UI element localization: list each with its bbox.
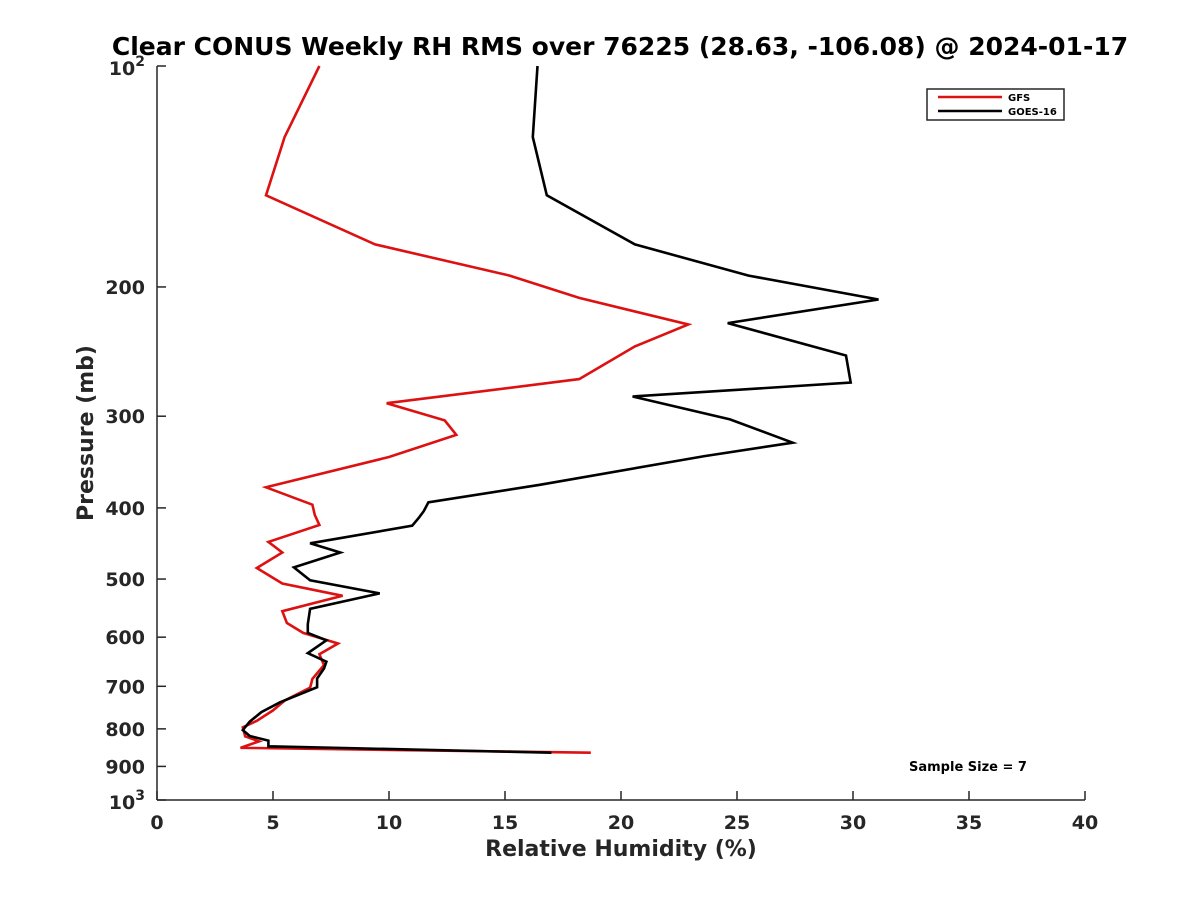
- legend-label: GFS: [1008, 93, 1030, 104]
- y-tick-label: 700: [105, 676, 145, 698]
- x-tick-label: 40: [1072, 812, 1098, 834]
- y-tick-label: 900: [105, 756, 145, 778]
- y-tick-label: 200: [105, 277, 145, 299]
- y-tick-exponent: 3: [135, 788, 145, 804]
- legend-label: GOES-16: [1008, 107, 1057, 118]
- legend: GFS GOES-16: [926, 88, 1065, 121]
- series-lines: [240, 65, 879, 754]
- y-tick-base: 10: [109, 792, 135, 814]
- y-tick-label: 600: [105, 627, 145, 649]
- y-tick-label: 500: [105, 569, 145, 591]
- x-tick-label: 30: [840, 812, 866, 834]
- x-tick-label: 10: [376, 812, 402, 834]
- sample-size-annotation: Sample Size = 7: [909, 760, 1027, 775]
- x-axis-label: Relative Humidity (%): [485, 837, 757, 862]
- y-axis-label: Pressure (mb): [74, 345, 99, 521]
- x-tick-label: 5: [266, 812, 279, 834]
- legend-box: [926, 88, 1065, 121]
- y-tick-label: 102: [109, 54, 145, 80]
- x-tick-label: 0: [150, 812, 163, 834]
- series-line-gfs: [240, 65, 693, 754]
- y-tick-base: 10: [109, 58, 135, 80]
- y-tick-label: 800: [105, 719, 145, 741]
- series-line-goes-16: [240, 65, 879, 754]
- x-tick-label: 35: [956, 812, 982, 834]
- y-tick-label: 400: [105, 498, 145, 520]
- axes: 0 5 10 15 20 25 30 35 40102200300400500600700800…: [105, 54, 1098, 834]
- x-tick-label: 25: [724, 812, 750, 834]
- y-tick-label: 300: [105, 406, 145, 428]
- y-tick-label: 103: [109, 788, 145, 814]
- x-tick-label: 20: [608, 812, 634, 834]
- x-tick-label: 15: [492, 812, 518, 834]
- chart-title: Clear CONUS Weekly RH RMS over 76225 (28…: [112, 32, 1128, 61]
- y-tick-exponent: 2: [135, 54, 145, 70]
